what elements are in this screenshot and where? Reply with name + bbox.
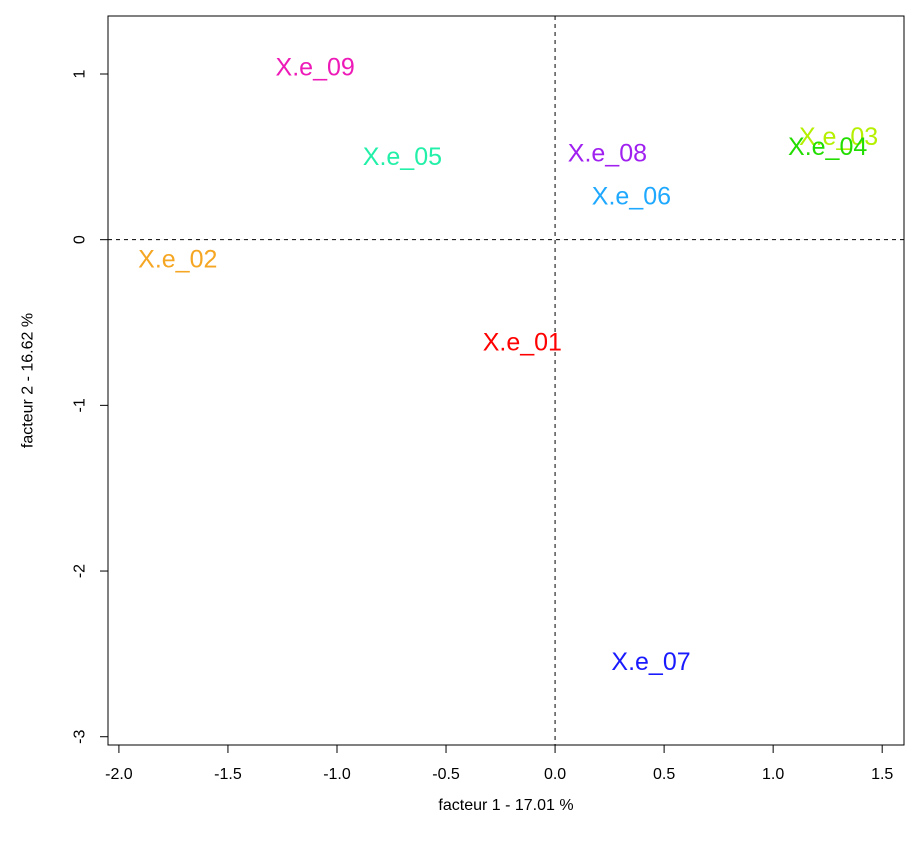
plot-frame	[107, 15, 905, 746]
x-tick-label: -0.5	[432, 766, 460, 783]
point-label-x-e-05: X.e_05	[363, 143, 442, 171]
y-tick-label: -2	[72, 564, 89, 578]
y-axis-title: facteur 2 - 16.62 %	[20, 313, 37, 448]
y-tick-label: 1	[72, 69, 89, 78]
point-label-x-e-04: X.e_04	[788, 133, 867, 161]
y-tick-label: -1	[72, 398, 89, 412]
point-label-x-e-07: X.e_07	[611, 648, 690, 676]
point-label-x-e-01: X.e_01	[483, 328, 562, 356]
x-tick-label: -2.0	[105, 766, 133, 783]
point-label-x-e-03: X.e_03	[799, 123, 878, 151]
x-tick-label: -1.5	[214, 766, 242, 783]
x-tick-label: 1.5	[871, 766, 893, 783]
point-label-x-e-02: X.e_02	[138, 246, 217, 274]
point-label-x-e-08: X.e_08	[568, 140, 647, 168]
axis-ticks: -2.0 -1.5 -1.0 -0.5 0.0 0.5 1.0 1.5 -3 -2 -1 0 1	[72, 69, 894, 783]
point-label-x-e-09: X.e_09	[276, 53, 355, 81]
x-axis-title: facteur 1 - 17.01 %	[438, 797, 573, 814]
point-label-x-e-06: X.e_06	[592, 183, 671, 211]
x-tick-label: 0.0	[544, 766, 566, 783]
point-labels: X.e_01 X.e_02 X.e_03X.e_04 X.e_05 X.e_06 X.e_…	[138, 53, 878, 676]
reference-lines	[108, 16, 904, 745]
x-tick-label: -1.0	[323, 766, 351, 783]
y-tick-label: 0	[72, 235, 89, 244]
x-tick-label: 0.5	[653, 766, 675, 783]
y-tick-label: -3	[72, 730, 89, 744]
x-tick-label: 1.0	[762, 766, 784, 783]
